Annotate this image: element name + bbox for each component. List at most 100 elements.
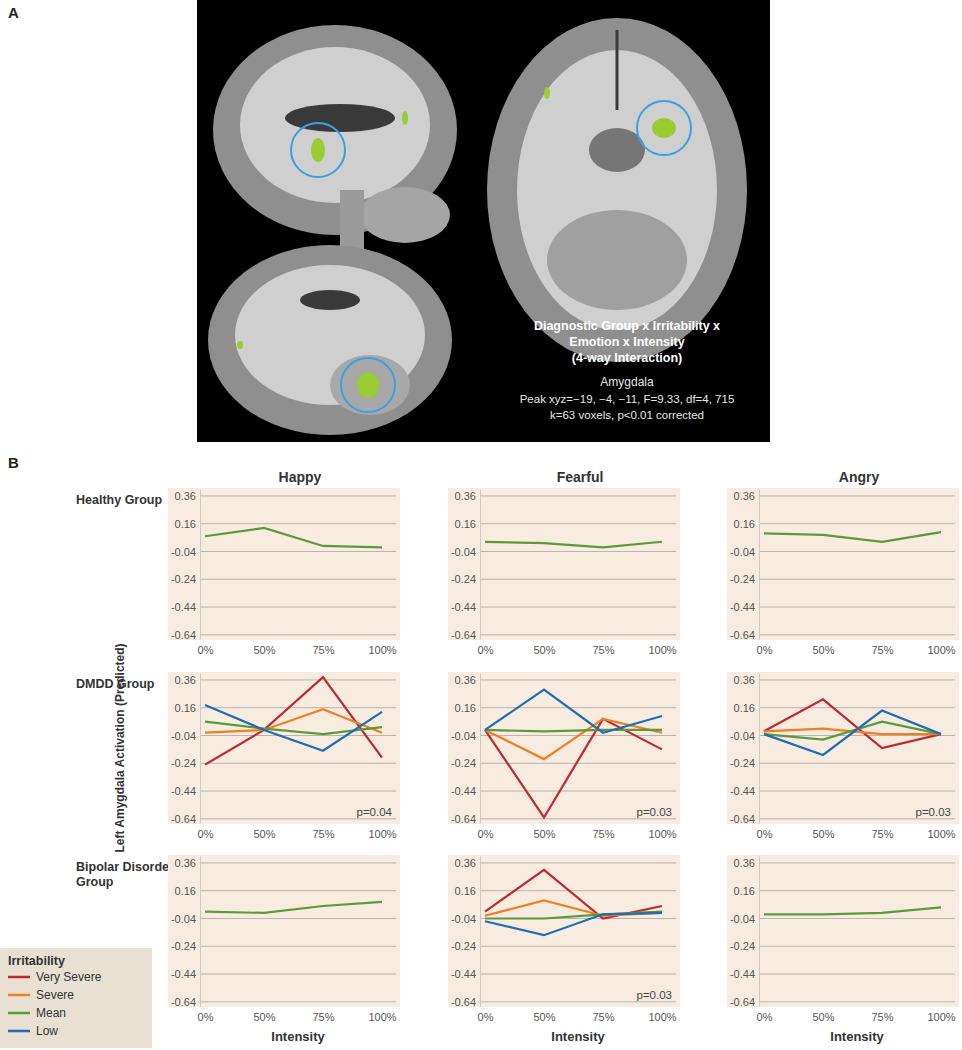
y-axis: 0.360.16-0.04-0.24-0.44-0.64 xyxy=(171,674,201,825)
ventricles xyxy=(300,290,360,310)
tick-label: 0% xyxy=(478,644,494,656)
tick: -0.24 xyxy=(730,940,759,952)
tick-label: -0.44 xyxy=(730,785,755,797)
brain-white-matter xyxy=(240,47,430,203)
tick-label: 0% xyxy=(198,1011,214,1023)
tick-label: -0.64 xyxy=(451,813,476,825)
p-value: p=0.04 xyxy=(357,806,393,818)
tick-label: 0% xyxy=(757,644,773,656)
tick-label: 100% xyxy=(368,828,396,840)
grid-line xyxy=(759,551,955,552)
tick-label: 0.36 xyxy=(455,490,476,502)
tick: -0.04 xyxy=(451,913,480,925)
grid-line xyxy=(200,862,396,863)
tick-label: 100% xyxy=(368,644,396,656)
tick-label: -0.44 xyxy=(451,601,476,613)
y-axis: 0.360.16-0.04-0.24-0.44-0.64 xyxy=(171,857,201,1008)
grid-line xyxy=(200,763,396,764)
tick: -0.04 xyxy=(451,730,480,742)
legend-label: Very Severe xyxy=(36,970,102,984)
roi-circle xyxy=(291,123,345,177)
figure: ADiagnostic Group x Irritability xEmotio… xyxy=(0,0,962,1050)
tick: 0.36 xyxy=(734,490,759,502)
tick-label: -0.44 xyxy=(730,968,755,980)
grid-line xyxy=(200,974,396,975)
tick-label: -0.04 xyxy=(730,913,755,925)
tick: 50% xyxy=(253,824,275,840)
temporal-lobe xyxy=(330,355,410,415)
tick-label: -0.64 xyxy=(730,996,755,1008)
tick-label: 0% xyxy=(478,1011,494,1023)
chart: 0.360.16-0.04-0.24-0.44-0.640%50%75%100%… xyxy=(448,672,680,840)
tick-label: -0.44 xyxy=(730,601,755,613)
tick: -0.24 xyxy=(730,757,759,769)
chart: 0.360.16-0.04-0.24-0.44-0.640%50%75%100%… xyxy=(727,855,959,1044)
tick-label: 0.16 xyxy=(734,702,755,714)
tick: -0.04 xyxy=(451,546,480,558)
tick-label: -0.64 xyxy=(171,813,196,825)
y-axis-title: Left Amygdala Activation (Predicted) xyxy=(113,643,127,852)
activation-cluster xyxy=(544,87,550,99)
grid-line xyxy=(480,707,676,708)
row-label: Healthy Group xyxy=(76,493,162,507)
tick: -0.24 xyxy=(171,940,200,952)
x-axis-title: Intensity xyxy=(271,1029,325,1044)
tick: 0.36 xyxy=(455,490,480,502)
tick: -0.24 xyxy=(171,573,200,585)
activation-cluster xyxy=(652,118,676,138)
grid-line xyxy=(200,1001,396,1002)
axial-slice xyxy=(487,18,747,362)
x-axis-title: Intensity xyxy=(830,1029,884,1044)
data-line: Mean xyxy=(485,730,662,731)
tick-label: -0.04 xyxy=(451,730,476,742)
tick-label: 0% xyxy=(757,1011,773,1023)
tick: -0.64 xyxy=(171,813,200,825)
tick-label: -0.24 xyxy=(451,940,476,952)
chart: 0.360.16-0.04-0.24-0.44-0.640%50%75%100%… xyxy=(168,488,400,656)
tick-label: -0.24 xyxy=(171,573,196,585)
tick: -0.64 xyxy=(451,996,480,1008)
x-axis: 0%50%75%100% xyxy=(478,824,677,840)
tick-label: 100% xyxy=(368,1011,396,1023)
tick: 50% xyxy=(812,824,834,840)
x-axis: 0%50%75%100% xyxy=(198,1007,397,1023)
tick-label: 0.16 xyxy=(455,885,476,897)
column-title: Happy xyxy=(279,469,322,485)
tick: 0.16 xyxy=(455,885,480,897)
tick-label: -0.04 xyxy=(730,546,755,558)
tick-label: 75% xyxy=(592,644,614,656)
tick: 0% xyxy=(198,824,214,840)
panel-a: ADiagnostic Group x Irritability xEmotio… xyxy=(8,0,770,442)
tick: 100% xyxy=(368,640,396,656)
legend-swatch xyxy=(8,1012,30,1015)
tick-label: -0.24 xyxy=(171,940,196,952)
tick: 75% xyxy=(871,640,893,656)
grid-line xyxy=(200,495,396,496)
grid-line xyxy=(200,679,396,680)
tick: 0.36 xyxy=(455,857,480,869)
grid-line xyxy=(200,890,396,891)
grid-line xyxy=(480,495,676,496)
tick-label: -0.04 xyxy=(171,730,196,742)
tick: -0.44 xyxy=(171,968,200,980)
tick: 50% xyxy=(812,640,834,656)
tick: -0.04 xyxy=(730,546,759,558)
tick-label: -0.04 xyxy=(730,730,755,742)
stats-text: Peak xyz=−19, −4, −11, F=9.33, df=4, 715 xyxy=(520,393,735,405)
tick: -0.64 xyxy=(171,996,200,1008)
tick: -0.64 xyxy=(171,629,200,641)
grid-line xyxy=(480,890,676,891)
y-axis: 0.360.16-0.04-0.24-0.44-0.64 xyxy=(451,674,481,825)
p-value: p=0.03 xyxy=(637,989,673,1001)
grid-line xyxy=(200,551,396,552)
tick-label: 75% xyxy=(871,828,893,840)
tick-label: 50% xyxy=(812,828,834,840)
tick-label: -0.44 xyxy=(451,785,476,797)
tick: 100% xyxy=(648,824,676,840)
x-axis: 0%50%75%100% xyxy=(478,1007,677,1023)
tick: -0.64 xyxy=(730,813,759,825)
tick-label: 100% xyxy=(927,1011,955,1023)
grid-line xyxy=(759,634,955,635)
tick-label: 75% xyxy=(312,828,334,840)
grid-line xyxy=(200,579,396,580)
